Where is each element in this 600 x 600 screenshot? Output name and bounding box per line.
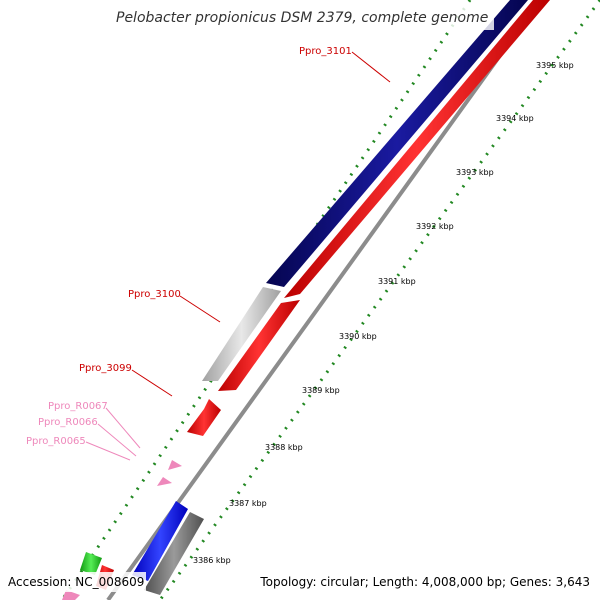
kbp-tick-label: 3395 kbp <box>536 61 574 70</box>
kbp-tick-label: 3387 kbp <box>229 499 267 508</box>
backbone-line <box>106 0 542 600</box>
kbp-tick-label: 3386 kbp <box>193 556 231 565</box>
feature-pink-a <box>168 460 182 470</box>
accession-label: Accession: NC_008609 <box>6 572 147 592</box>
leader-ppro-3100 <box>179 295 221 323</box>
leader-ppro-r0067 <box>105 407 141 449</box>
kbp-tick-label: 3394 kbp <box>496 114 534 123</box>
kbp-tick-label: 3388 kbp <box>265 443 303 452</box>
feature-silver <box>202 287 281 381</box>
leader-ppro-r0066 <box>97 423 137 457</box>
gene-label-ppro-3099: Ppro_3099 <box>79 363 132 374</box>
kbp-tick-label: 3389 kbp <box>302 386 340 395</box>
gene-label-ppro-r0067: Ppro_R0067 <box>48 401 108 412</box>
outer-dot-ring <box>60 0 472 600</box>
kbp-tick-label: 3390 kbp <box>339 332 377 341</box>
leader-ppro-3099 <box>131 369 173 397</box>
feature-blue <box>132 501 188 581</box>
gene-label-ppro-3100: Ppro_3100 <box>128 289 181 300</box>
kbp-tick-label: 3391 kbp <box>378 277 416 286</box>
feature-gray <box>144 512 204 595</box>
map-title: Pelobacter propionicus DSM 2379, complet… <box>110 6 495 30</box>
inner-dot-ring <box>158 0 600 600</box>
feature-pink-b <box>157 477 172 486</box>
feature-red-small <box>187 399 221 436</box>
feature-green <box>80 552 102 575</box>
gene-label-ppro-3101: Ppro_3101 <box>299 46 352 57</box>
feature-navy <box>266 0 528 287</box>
kbp-tick-label: 3392 kbp <box>416 222 454 231</box>
feature-pink-bottom <box>62 590 80 600</box>
gene-label-ppro-r0066: Ppro_R0066 <box>38 417 98 428</box>
feature-red-mid <box>218 300 300 391</box>
gene-label-ppro-r0065: Ppro_R0065 <box>26 436 86 447</box>
topology-label: Topology: circular; Length: 4,008,000 bp… <box>258 572 592 592</box>
kbp-tick-label: 3393 kbp <box>456 168 494 177</box>
leader-ppro-r0065 <box>85 441 131 461</box>
leader-ppro-3101 <box>351 51 391 83</box>
feature-red-large <box>284 0 550 298</box>
